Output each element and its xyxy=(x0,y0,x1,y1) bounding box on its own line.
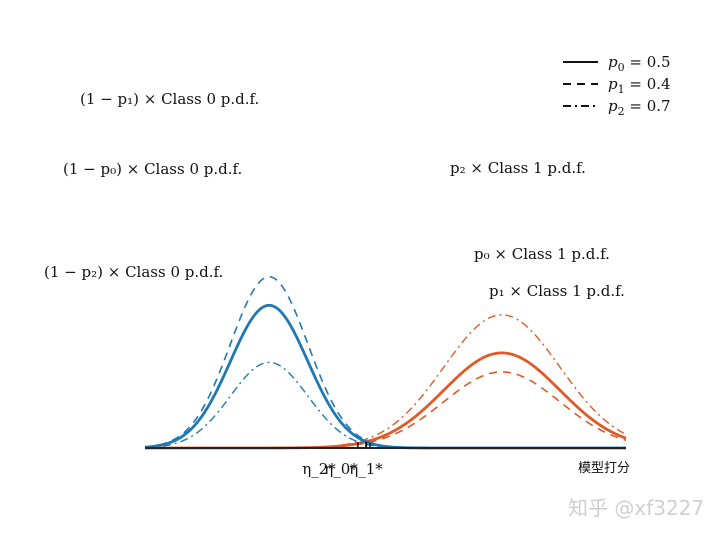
annotation-class1-p0: p₀ × Class 1 p.d.f. xyxy=(474,245,610,263)
threshold-label-eta1: η_1* xyxy=(349,460,383,478)
class1-curve-p0 xyxy=(145,351,627,450)
class0-curve-p0 xyxy=(144,303,626,450)
class0-curve-p1 xyxy=(144,276,626,449)
annotation-class1-p2: p₂ × Class 1 p.d.f. xyxy=(450,159,586,177)
x-axis-label: 模型打分 xyxy=(578,461,630,476)
threshold-label-eta0: η_0* xyxy=(324,460,358,478)
class1-curve-p2 xyxy=(145,314,627,449)
curves-group xyxy=(144,276,627,450)
annotation-class0-p1: (1 − p₁) × Class 0 p.d.f. xyxy=(80,90,259,108)
annotation-class0-p2: (1 − p₂) × Class 0 p.d.f. xyxy=(44,263,223,281)
threshold-label-eta2: η_2* xyxy=(302,460,336,478)
legend-label-p2: p2 = 0.7 xyxy=(608,97,671,118)
legend: p0 = 0.5 p1 = 0.4 p2 = 0.7 xyxy=(563,53,671,118)
legend-label-p0: p0 = 0.5 xyxy=(608,53,671,74)
watermark: 知乎 @xf3227 xyxy=(568,496,704,520)
annotation-class0-p0: (1 − p₀) × Class 0 p.d.f. xyxy=(63,160,242,178)
class1-curve-p1 xyxy=(145,371,627,449)
annotation-class1-p1: p₁ × Class 1 p.d.f. xyxy=(489,282,625,300)
legend-label-p1: p1 = 0.4 xyxy=(608,75,671,96)
